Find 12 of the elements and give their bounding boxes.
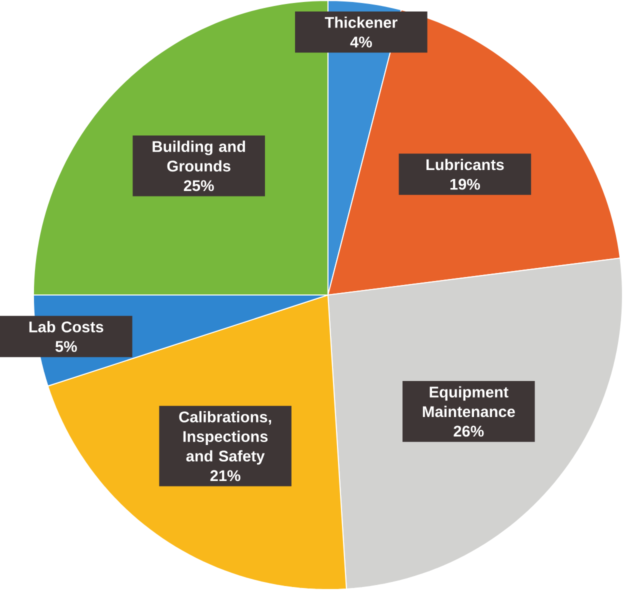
data-label: 5% [55, 341, 77, 352]
slice-label: Equipment Maintenance [422, 386, 515, 418]
data-label: 19% [450, 178, 480, 190]
data-label: 26% [454, 426, 484, 437]
slice-label: Building and Grounds [152, 140, 246, 172]
slice-label: Lab Costs [29, 321, 104, 332]
data-label: 21% [210, 470, 240, 482]
slice-label: Calibrations, Inspections and Safety [179, 411, 272, 465]
data-label: 4% [350, 36, 372, 48]
slice-label: Lubricants [426, 158, 504, 170]
slice-label: Thickener [324, 16, 398, 28]
data-label: 25% [184, 180, 214, 192]
